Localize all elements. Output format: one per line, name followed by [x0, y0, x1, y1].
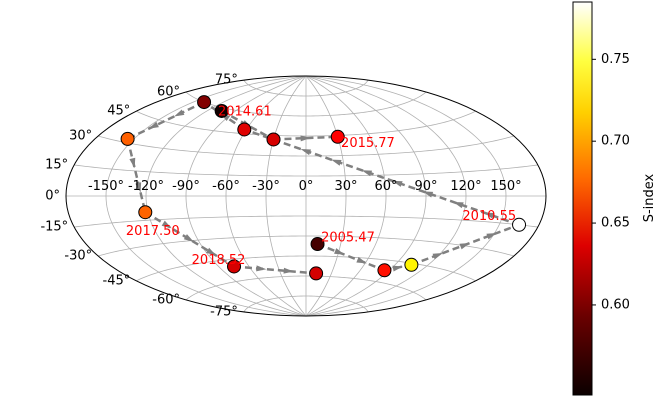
path-arrowhead — [331, 159, 342, 166]
data-point — [237, 122, 252, 137]
path-arrowhead — [392, 265, 403, 272]
path-arrowhead — [356, 256, 367, 264]
path-arrowhead — [361, 170, 373, 177]
grid-meridian — [145, 76, 307, 316]
colorbar-tick-label: 0.65 — [601, 216, 630, 231]
path-segment — [144, 211, 235, 268]
data-points — [120, 95, 527, 281]
data-point — [214, 103, 229, 118]
path-arrowhead — [483, 212, 495, 219]
x-tick-labels: -150° -120° -90° -60° -30° 0° 30° 60° 90° 120° 150… — [88, 179, 522, 194]
grid-meridian — [305, 76, 467, 316]
data-point — [266, 132, 281, 147]
data-point — [138, 205, 153, 220]
annotation-label: 2015.77 — [341, 136, 395, 151]
x-tick-label: 120° — [450, 179, 481, 194]
data-point — [227, 259, 242, 274]
x-tick-label: 150° — [490, 179, 521, 194]
x-tick-label: 60° — [374, 179, 397, 194]
data-point — [310, 237, 325, 252]
x-tick-label: 30° — [334, 179, 357, 194]
path-arrowhead — [459, 243, 470, 250]
plot-boundary — [65, 75, 547, 317]
y-tick-label: 60° — [157, 85, 180, 100]
annotation-label: 2014.61 — [218, 104, 272, 119]
data-point — [377, 263, 392, 278]
annotation-label: 2010.55 — [462, 209, 516, 224]
grid-meridian — [305, 76, 427, 316]
x-tick-label: 0° — [299, 179, 314, 194]
path-segment — [221, 109, 275, 141]
path-segment — [233, 265, 317, 275]
data-point — [309, 266, 324, 281]
grid-meridian — [265, 76, 307, 316]
path-arrowhead — [206, 247, 217, 256]
y-tick-label: -45° — [103, 273, 131, 288]
annotation-label: 2018.52 — [192, 253, 246, 268]
path-arrowhead — [174, 109, 185, 117]
y-tick-label: 30° — [69, 129, 92, 144]
path-segment — [126, 138, 147, 213]
x-tick-label: -150° — [88, 179, 124, 194]
y-tick-label: -60° — [152, 292, 180, 307]
colorbar-tick-label: 0.70 — [601, 134, 630, 149]
path-arrowhead — [432, 253, 443, 260]
annotation-label: 2005.47 — [321, 230, 375, 245]
path-arrowhead — [161, 220, 172, 229]
trajectory-path — [126, 100, 520, 275]
path-segment — [127, 100, 205, 141]
y-tick-labels: 75° 60° 45° 30°15° 0° -15° -30° -45° -60° -75° — [40, 73, 237, 320]
colorbar: 0.60 0.65 0.70 0.75 S-index — [572, 1, 657, 396]
annotations: 2014.61 2015.77 2010.55 2017.50 2005.47 2018.… — [126, 104, 516, 268]
grid-meridian — [305, 76, 387, 316]
data-point — [330, 129, 345, 144]
path-arrowhead — [183, 234, 194, 242]
path-arrowhead — [283, 267, 294, 274]
colorbar-label: S-index — [642, 173, 657, 222]
data-point — [197, 95, 212, 110]
y-tick-label: 75° — [215, 73, 238, 88]
path-arrowhead — [392, 180, 403, 187]
x-tick-label: -120° — [128, 179, 164, 194]
grid-meridian — [225, 76, 307, 316]
y-tick-label: 0° — [45, 189, 60, 204]
path-arrowhead — [486, 233, 497, 240]
data-point — [512, 217, 527, 232]
x-tick-label: 90° — [414, 179, 437, 194]
path-arrowhead — [453, 201, 464, 209]
grid-meridian — [185, 76, 307, 316]
colorbar-tick-label: 0.75 — [601, 52, 630, 67]
y-tick-label: -30° — [64, 249, 92, 264]
colorbar-tick-label: 0.60 — [601, 297, 630, 312]
path-arrowhead — [129, 157, 136, 169]
y-tick-label: -15° — [40, 220, 68, 235]
grid-meridian — [305, 76, 507, 316]
y-tick-label: -75° — [210, 304, 238, 319]
x-tick-label: -60° — [212, 179, 240, 194]
path-segment — [317, 242, 385, 272]
x-tick-label: -90° — [172, 179, 200, 194]
path-arrowhead — [334, 248, 345, 255]
colorbar-gradient — [572, 1, 593, 396]
y-tick-label: 15° — [45, 157, 68, 172]
path-arrowhead — [135, 182, 142, 193]
annotation-label: 2017.50 — [126, 224, 180, 239]
path-arrowhead — [256, 265, 267, 272]
path-arrowhead — [300, 149, 312, 156]
grid-lines — [66, 76, 546, 316]
x-tick-label: -30° — [252, 179, 280, 194]
path-segment — [243, 128, 520, 226]
data-point — [404, 257, 419, 272]
path-arrowhead — [300, 135, 311, 142]
y-tick-label: 45° — [107, 104, 130, 119]
data-point — [120, 131, 135, 146]
path-arrowhead — [422, 191, 434, 198]
grid-meridian — [305, 76, 347, 316]
path-arrowhead — [148, 121, 159, 129]
